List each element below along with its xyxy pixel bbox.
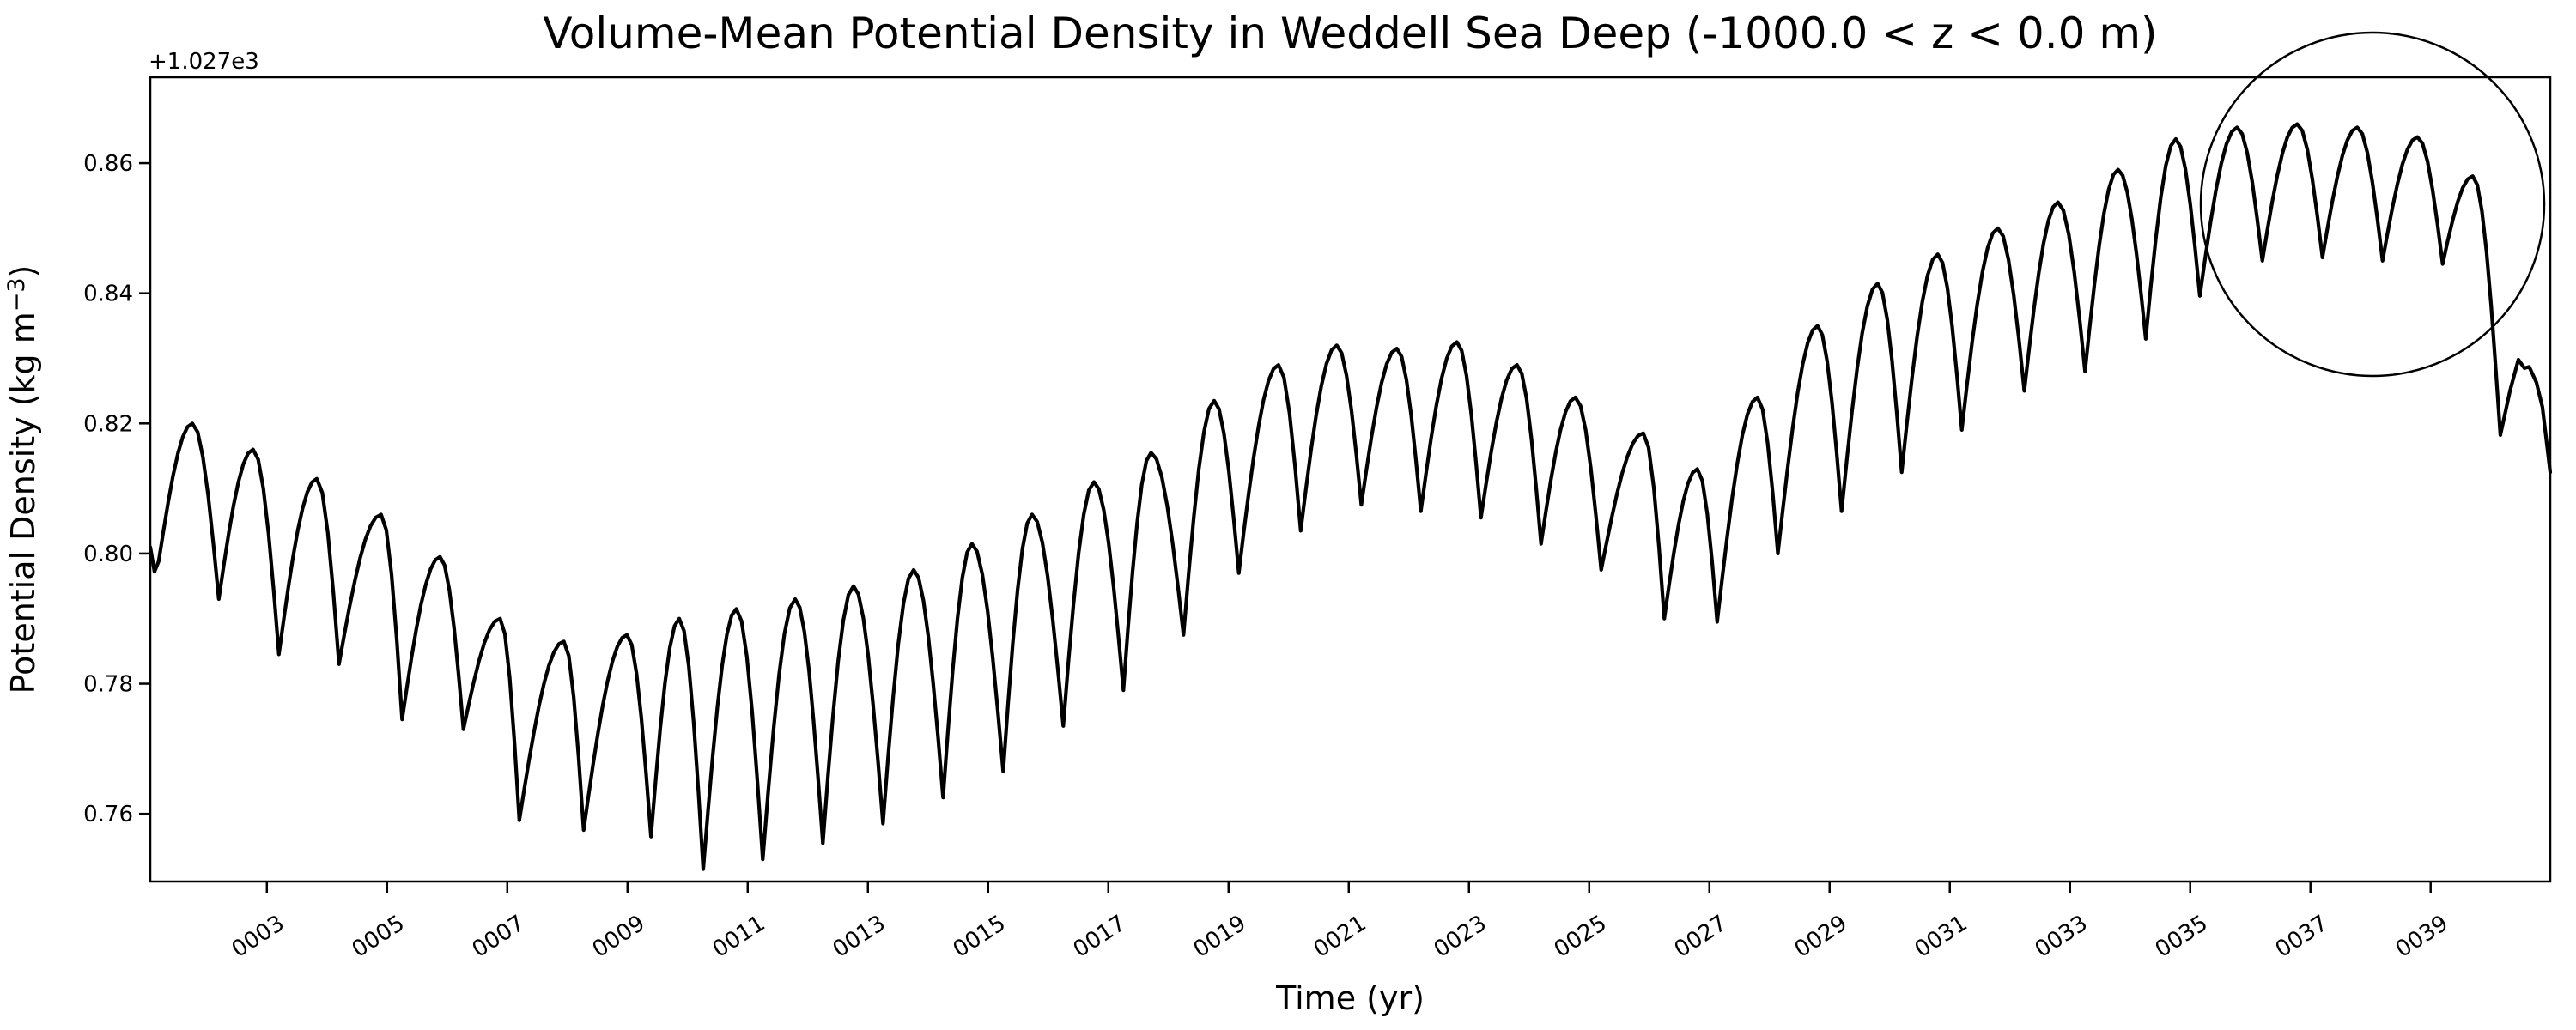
y-tick-label: 0.80 <box>83 542 133 567</box>
axes-frame <box>149 76 2552 883</box>
potential-density-line <box>148 122 2553 871</box>
y-tick-label: 0.78 <box>83 672 133 698</box>
y-tick-label: 0.86 <box>83 151 133 177</box>
x-axis-label: Time (yr) <box>1275 979 1425 1017</box>
y-axis: 0.76 0.78 0.80 0.82 0.84 0.86 <box>83 151 150 827</box>
y-tick-label: 0.84 <box>83 282 133 307</box>
y-tick-label: 0.82 <box>83 411 133 437</box>
chart-title: Volume-Mean Potential Density in Weddell… <box>543 9 2157 58</box>
y-axis-label: Potential Density (kg m−3) <box>3 265 42 694</box>
map-border <box>2199 31 2546 378</box>
y-tick-label: 0.76 <box>83 802 133 827</box>
y-axis-offset-text: +1.027e3 <box>149 49 259 75</box>
